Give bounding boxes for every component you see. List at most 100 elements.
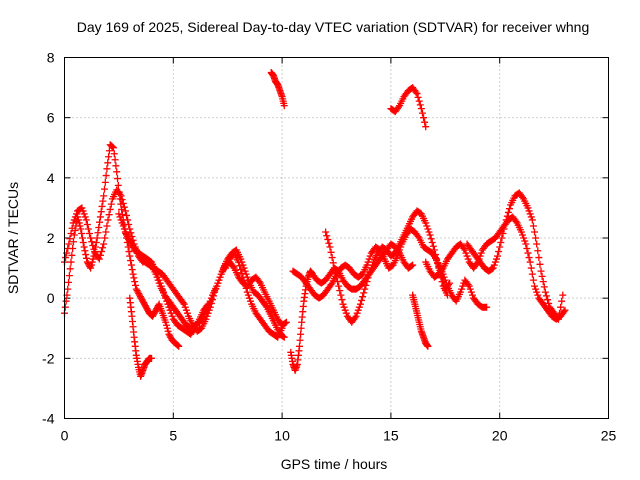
data-point bbox=[527, 264, 535, 272]
data-point bbox=[297, 330, 305, 338]
data-point bbox=[128, 266, 136, 274]
data-point bbox=[327, 248, 335, 256]
data-point bbox=[358, 296, 366, 304]
data-point bbox=[361, 285, 369, 293]
x-axis-label: GPS time / hours bbox=[281, 456, 388, 472]
data-point bbox=[422, 123, 430, 131]
data-point bbox=[494, 252, 502, 260]
data-point bbox=[75, 219, 83, 227]
data-point bbox=[72, 210, 80, 218]
data-point bbox=[238, 269, 246, 277]
data-point bbox=[529, 276, 537, 284]
data-point bbox=[107, 200, 115, 208]
data-point bbox=[83, 220, 91, 228]
data-point bbox=[559, 291, 567, 299]
data-point bbox=[68, 251, 76, 259]
data-point bbox=[421, 118, 429, 126]
y-axis-label: SDTVAR / TECUs bbox=[5, 182, 21, 294]
data-point bbox=[142, 303, 150, 311]
data-point bbox=[97, 248, 105, 256]
data-point bbox=[356, 300, 364, 308]
data-point bbox=[79, 207, 87, 215]
data-point bbox=[366, 267, 374, 275]
data-point bbox=[149, 312, 157, 320]
data-point bbox=[104, 159, 112, 167]
data-point bbox=[103, 165, 111, 173]
data-point bbox=[129, 270, 137, 278]
data-point bbox=[106, 205, 114, 213]
y-tick-label: -4 bbox=[42, 411, 55, 427]
data-point bbox=[533, 288, 541, 296]
data-point bbox=[136, 293, 144, 301]
data-point bbox=[333, 273, 340, 281]
data-point bbox=[244, 291, 252, 299]
data-point bbox=[525, 254, 533, 262]
data-point bbox=[556, 309, 564, 317]
data-point bbox=[322, 228, 330, 236]
data-point bbox=[533, 240, 541, 248]
data-point bbox=[502, 216, 510, 224]
data-point bbox=[96, 213, 104, 221]
data-point bbox=[524, 204, 532, 212]
data-point bbox=[544, 296, 552, 304]
data-point bbox=[163, 321, 170, 329]
data-point bbox=[525, 207, 533, 215]
data-point bbox=[105, 211, 113, 219]
data-point bbox=[464, 281, 472, 289]
data-point bbox=[441, 276, 449, 284]
x-tick-label: 20 bbox=[492, 428, 508, 444]
y-tick-label: 6 bbox=[47, 110, 55, 126]
data-point bbox=[143, 305, 151, 313]
data-point bbox=[181, 303, 189, 311]
data-point bbox=[81, 247, 89, 255]
data-point bbox=[521, 237, 529, 245]
data-point bbox=[70, 231, 78, 239]
data-point bbox=[461, 246, 469, 254]
data-point bbox=[139, 297, 147, 305]
data-point bbox=[360, 289, 368, 297]
data-point bbox=[155, 279, 163, 287]
x-tick-label: 0 bbox=[61, 428, 69, 444]
data-point bbox=[423, 222, 431, 230]
data-point bbox=[242, 284, 250, 292]
data-point bbox=[505, 205, 513, 213]
data-point bbox=[526, 210, 534, 218]
data-point bbox=[442, 279, 450, 287]
y-tick-label: 0 bbox=[47, 290, 55, 306]
data-point bbox=[428, 239, 436, 247]
data-point bbox=[99, 197, 107, 205]
data-point bbox=[102, 228, 110, 236]
data-point bbox=[540, 283, 548, 291]
data-point bbox=[82, 251, 90, 259]
data-point bbox=[545, 299, 553, 307]
y-tick-label: 4 bbox=[47, 170, 55, 186]
data-point bbox=[522, 240, 530, 248]
data-point bbox=[214, 279, 222, 287]
data-point bbox=[327, 281, 335, 289]
data-point bbox=[100, 192, 108, 200]
data-point bbox=[81, 213, 89, 221]
data-point bbox=[462, 249, 470, 257]
data-point bbox=[67, 258, 75, 266]
data-point bbox=[79, 239, 87, 247]
data-point bbox=[78, 234, 86, 242]
data-point bbox=[330, 264, 338, 272]
data-point bbox=[519, 193, 527, 201]
data-point bbox=[335, 282, 343, 290]
data-point bbox=[532, 285, 540, 293]
series-arc-9 bbox=[289, 225, 454, 302]
x-tick-label: 15 bbox=[383, 428, 399, 444]
data-point bbox=[490, 261, 498, 269]
data-point bbox=[418, 109, 426, 117]
series-arc-14 bbox=[430, 252, 491, 311]
data-point bbox=[296, 342, 304, 350]
data-point bbox=[368, 261, 376, 269]
data-point bbox=[98, 202, 106, 210]
data-point bbox=[69, 245, 77, 253]
data-point bbox=[95, 223, 103, 231]
x-tick-label: 25 bbox=[601, 428, 617, 444]
data-point bbox=[215, 276, 223, 284]
data-point bbox=[148, 354, 156, 362]
data-point bbox=[412, 88, 420, 96]
data-point bbox=[120, 225, 128, 233]
